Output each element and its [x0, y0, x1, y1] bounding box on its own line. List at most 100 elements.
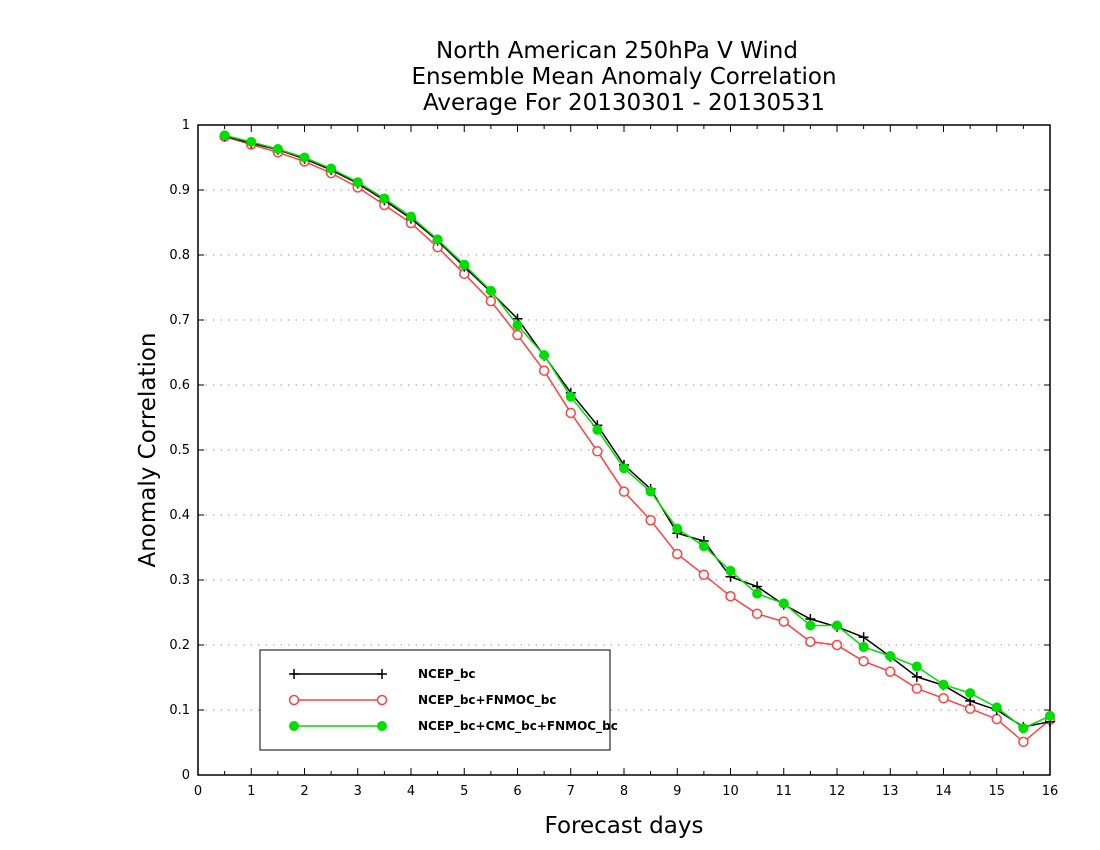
x-tick-label: 2 — [300, 784, 308, 799]
data-point — [805, 636, 816, 647]
legend-marker — [376, 694, 388, 706]
data-point — [512, 329, 523, 341]
series-ncep-bc — [219, 131, 1055, 732]
data-point — [672, 548, 683, 560]
y-tick-label: 0.3 — [169, 573, 190, 588]
legend-marker — [377, 721, 387, 731]
data-point — [672, 523, 683, 534]
legend-entry: NCEP_bc — [289, 667, 476, 682]
data-point — [938, 693, 949, 704]
data-point — [698, 569, 710, 581]
axis-ticks: 00.10.20.30.40.50.60.70.80.910 1 2 3 4 5 6 7 8 9 1… — [169, 118, 1058, 799]
x-tick-label: 12 — [829, 784, 846, 799]
data-point — [725, 565, 736, 576]
x-tick-label: 3 — [354, 784, 362, 799]
legend-entry: NCEP_bc+CMC_bc+FNMOC_bc — [289, 719, 618, 734]
data-point — [991, 713, 1002, 725]
title-line-1: North American 250hPa V Wind — [436, 38, 798, 64]
data-point — [885, 651, 896, 662]
data-point — [512, 320, 523, 331]
legend: NCEP_bc NCEP_bc+FNMOC_bc NCEP_bc+CMC_bc+FN… — [259, 649, 618, 751]
legend-label: NCEP_bc — [418, 667, 476, 682]
data-point — [565, 391, 576, 402]
series-line — [224, 134, 1051, 730]
x-axis-label: Forecast days — [545, 813, 704, 839]
data-point — [778, 598, 789, 609]
data-point — [778, 616, 789, 627]
y-tick-label: 0.8 — [169, 248, 190, 263]
data-point — [459, 259, 470, 270]
y-tick-label: 0.9 — [169, 183, 190, 198]
data-point — [592, 446, 603, 457]
data-point — [991, 702, 1002, 713]
series-line — [224, 135, 1051, 743]
title-line-3: Average For 20130301 - 20130531 — [423, 90, 825, 116]
data-point — [592, 424, 603, 435]
x-tick-label: 11 — [775, 784, 792, 799]
legend-label: NCEP_bc+CMC_bc+FNMOC_bc — [418, 719, 618, 734]
y-tick-label: 1 — [182, 118, 190, 133]
data-point — [406, 211, 416, 222]
data-point — [911, 683, 923, 694]
data-point — [1045, 710, 1055, 721]
data-point — [246, 136, 257, 147]
data-point — [938, 679, 949, 690]
data-point — [539, 350, 550, 361]
data-point — [219, 130, 230, 141]
legend-label: NCEP_bc+FNMOC_bc — [418, 693, 557, 708]
x-tick-label: 9 — [673, 784, 681, 799]
data-point — [911, 671, 922, 682]
data-point — [299, 152, 310, 163]
series-line — [224, 135, 1051, 728]
data-point — [858, 641, 869, 652]
data-point — [1018, 723, 1029, 734]
data-point — [725, 591, 736, 602]
legend-marker — [288, 694, 300, 706]
y-tick-label: 0.1 — [169, 703, 190, 718]
x-tick-label: 14 — [935, 784, 952, 799]
x-tick-label: 4 — [407, 784, 415, 799]
y-tick-label: 0.4 — [169, 508, 190, 523]
data-point — [885, 666, 896, 677]
y-tick-label: 0 — [182, 768, 190, 783]
series-ncep-bc-cmc-bc-fnmoc-bc — [219, 130, 1055, 734]
data-point — [352, 177, 363, 188]
x-tick-label: 13 — [882, 784, 899, 799]
x-tick-label: 10 — [722, 784, 739, 799]
legend-entry: NCEP_bc+FNMOC_bc — [288, 693, 557, 708]
data-point — [752, 588, 763, 599]
data-point — [1018, 736, 1029, 748]
data-point — [619, 463, 629, 474]
data-point — [858, 656, 869, 667]
x-tick-label: 16 — [1042, 784, 1059, 799]
data-point — [911, 661, 922, 672]
data-point — [618, 486, 630, 497]
data-point — [379, 193, 390, 204]
x-tick-label: 1 — [247, 784, 255, 799]
chart-title: North American 250hPa V Wind Ensemble Me… — [411, 38, 836, 116]
y-tick-label: 0.2 — [169, 638, 190, 653]
y-axis-label: Anomaly Correlation — [135, 332, 161, 567]
data-point — [805, 620, 816, 631]
legend-marker — [289, 669, 299, 679]
data-point — [751, 608, 763, 620]
y-tick-label: 0.7 — [169, 313, 190, 328]
data-point — [326, 163, 337, 174]
data-point — [645, 514, 656, 526]
data-point — [432, 234, 443, 245]
data-point — [272, 144, 283, 155]
legend-marker — [289, 721, 299, 731]
data-point — [831, 639, 843, 651]
y-tick-label: 0.6 — [169, 378, 190, 393]
y-tick-label: 0.5 — [169, 443, 190, 458]
legend-marker — [377, 669, 387, 679]
data-point — [698, 541, 709, 552]
data-point — [645, 486, 656, 497]
grid-lines — [198, 189, 1050, 711]
data-point — [965, 688, 976, 699]
data-point — [485, 295, 497, 307]
x-tick-label: 6 — [513, 784, 521, 799]
x-tick-label: 5 — [460, 784, 468, 799]
x-tick-label: 7 — [567, 784, 575, 799]
